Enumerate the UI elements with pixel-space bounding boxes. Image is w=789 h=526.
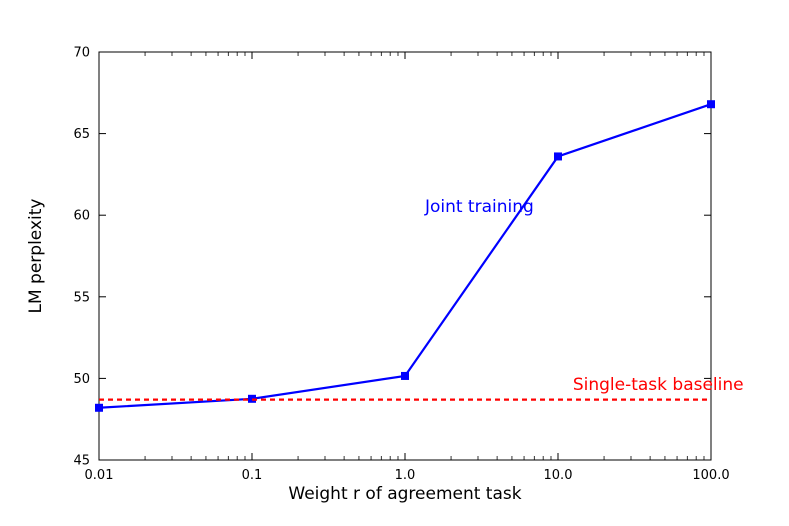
data-point	[707, 100, 715, 109]
series-group	[95, 100, 715, 412]
x-tick-label: 0.01	[85, 468, 114, 483]
y-tick-label: 70	[73, 46, 90, 61]
x-tick-label: 10.0	[544, 468, 573, 483]
axis-ticks: 0.01 0.1 1.0 10.0 100.0 45 50 55 60 65 70	[73, 46, 729, 484]
y-tick-label: 65	[73, 127, 90, 142]
y-tick-label: 45	[73, 454, 90, 469]
y-tick-label: 50	[73, 372, 90, 387]
annotation-label: Joint training	[424, 197, 534, 217]
x-tick-label: 1.0	[395, 468, 416, 483]
annotation-label: Single-task baseline	[573, 375, 744, 395]
data-point	[401, 371, 409, 380]
data-point	[554, 152, 562, 161]
annotations: Joint training Single-task baseline	[424, 197, 744, 395]
y-axis-label: LM perplexity	[26, 199, 46, 314]
data-point	[95, 403, 103, 412]
x-axis-label: Weight r of agreement task	[288, 484, 521, 504]
x-tick-label: 100.0	[692, 468, 729, 483]
x-tick-label: 0.1	[242, 468, 263, 483]
y-tick-label: 55	[73, 290, 90, 305]
y-tick-label: 60	[73, 209, 90, 224]
plot-area	[98, 51, 712, 461]
